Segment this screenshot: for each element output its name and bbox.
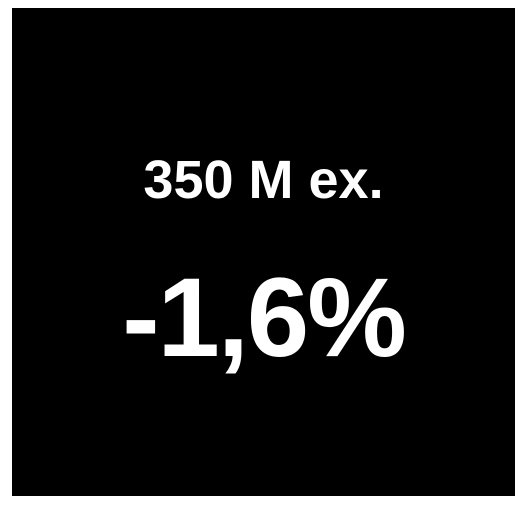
stat-card: 350 M ex. -1,6%	[12, 8, 515, 496]
stat-value: -1,6%	[122, 255, 407, 380]
stat-label: 350 M ex.	[143, 150, 384, 210]
